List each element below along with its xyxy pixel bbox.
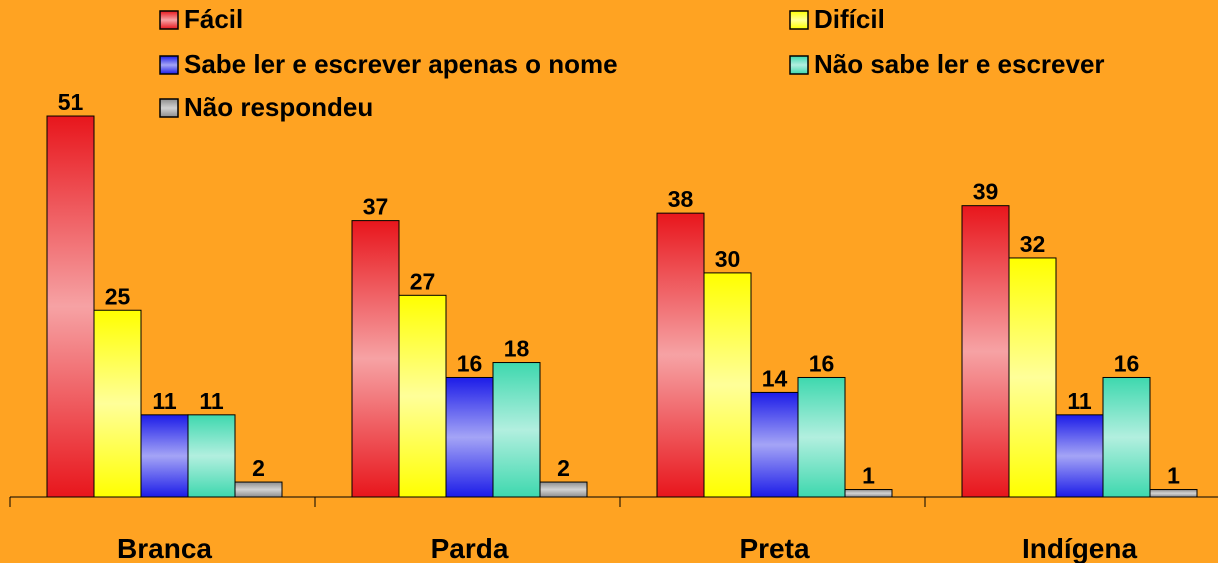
value-label: 14 bbox=[762, 365, 788, 391]
value-label: 25 bbox=[105, 283, 131, 309]
legend-swatch bbox=[159, 55, 179, 75]
value-label: 11 bbox=[152, 388, 177, 414]
value-label: 11 bbox=[1067, 388, 1092, 414]
legend-label: Fácil bbox=[184, 4, 243, 34]
legend-label: Sabe ler e escrever apenas o nome bbox=[184, 49, 618, 79]
x-tick-label: Parda bbox=[431, 533, 509, 563]
bar bbox=[398, 294, 447, 498]
value-label: 51 bbox=[58, 89, 84, 115]
value-label: 38 bbox=[668, 186, 694, 212]
value-label: 18 bbox=[504, 336, 530, 362]
x-tick-label: Indígena bbox=[1022, 533, 1138, 563]
bar bbox=[351, 220, 400, 498]
legend-label: Difícil bbox=[814, 4, 885, 34]
bar bbox=[656, 212, 705, 498]
bar bbox=[1008, 257, 1057, 498]
value-label: 16 bbox=[1114, 350, 1140, 376]
bar bbox=[1149, 489, 1198, 498]
bar bbox=[539, 481, 588, 498]
x-tick-label: Preta bbox=[739, 533, 809, 563]
value-label: 16 bbox=[457, 350, 483, 376]
value-label: 16 bbox=[809, 350, 835, 376]
value-label: 27 bbox=[410, 268, 436, 294]
value-label: 32 bbox=[1020, 231, 1046, 257]
bar bbox=[797, 376, 846, 498]
value-label: 30 bbox=[715, 246, 741, 272]
value-label: 2 bbox=[252, 455, 265, 481]
value-label: 11 bbox=[199, 388, 224, 414]
bar bbox=[140, 414, 189, 498]
value-label: 37 bbox=[363, 194, 389, 220]
legend-swatch bbox=[789, 10, 809, 30]
value-label: 1 bbox=[1167, 463, 1180, 489]
value-label: 2 bbox=[557, 455, 570, 481]
value-label: 1 bbox=[862, 463, 875, 489]
bar bbox=[187, 414, 236, 498]
legend-swatch bbox=[159, 98, 179, 118]
value-label: 39 bbox=[973, 179, 999, 205]
bar bbox=[1102, 376, 1151, 498]
legend-label: Não sabe ler e escrever bbox=[814, 49, 1105, 79]
bar bbox=[93, 309, 142, 498]
legend-swatch bbox=[159, 10, 179, 30]
bar bbox=[750, 391, 799, 498]
legend-swatch bbox=[789, 55, 809, 75]
bar bbox=[1055, 414, 1104, 498]
bar bbox=[234, 481, 283, 498]
bar bbox=[961, 205, 1010, 498]
legend-label: Não respondeu bbox=[184, 92, 373, 122]
bar bbox=[445, 376, 494, 498]
x-tick-label: Branca bbox=[117, 533, 212, 563]
bar bbox=[703, 272, 752, 498]
bar bbox=[844, 489, 893, 498]
bar bbox=[46, 115, 95, 498]
bar bbox=[492, 362, 541, 498]
